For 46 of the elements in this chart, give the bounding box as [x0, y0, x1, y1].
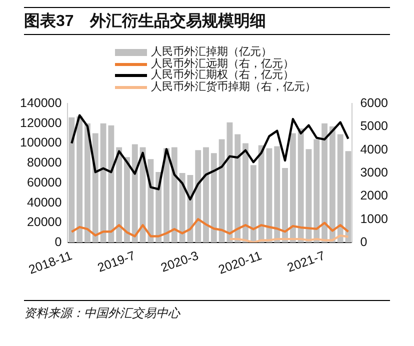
legend-label: 人民币外汇货币掉期（右，亿元）: [151, 80, 316, 93]
y2-tick-label: 3000: [360, 165, 388, 180]
bar: [298, 128, 304, 243]
bar: [234, 134, 241, 243]
bar: [250, 165, 256, 243]
y-tick-label: 20000: [26, 215, 62, 230]
text: 资料来源：中国外汇交易中心: [24, 300, 390, 322]
bar: [322, 123, 328, 243]
y2-tick-label: 4000: [360, 142, 388, 156]
bar: [132, 144, 138, 243]
legend-label: 人民币外汇期权（右，亿元）: [151, 69, 294, 81]
legend-label: 人民币外汇远期（右，亿元）: [151, 58, 294, 70]
bar: [290, 133, 296, 243]
y2-tick-label: 2000: [360, 188, 388, 203]
bar: [92, 133, 98, 243]
x-tick-label: 2021-7: [285, 248, 327, 275]
legend-label: 人民币外汇掉期（亿元）: [151, 46, 272, 58]
chart-title: 图表37 外汇衍生品交易规模明细: [24, 7, 390, 35]
y2-tick-label: 0: [360, 234, 368, 249]
bar: [314, 139, 320, 243]
y2-tick-label: 6000: [360, 96, 388, 110]
y-tick-label: 100000: [20, 136, 62, 150]
y-tick-label: 0: [54, 234, 62, 249]
y-tick-label: 60000: [26, 175, 62, 190]
bar: [337, 134, 344, 243]
bar: [116, 147, 122, 243]
bar: [76, 116, 83, 243]
bar: [274, 146, 280, 243]
bar: [203, 147, 209, 243]
y2-tick-label: 1000: [360, 212, 388, 226]
y-tick-label: 40000: [26, 195, 62, 210]
bar: [258, 145, 264, 243]
bar: [124, 157, 130, 243]
y-tick-label: 80000: [26, 156, 62, 170]
bar: [171, 147, 178, 243]
bar: [195, 150, 202, 243]
y-tick-label: 140000: [20, 96, 62, 110]
y-tick-label: 120000: [20, 116, 62, 130]
bar: [242, 143, 248, 243]
x-tick-label: 2019-7: [96, 248, 138, 275]
y2-tick-label: 5000: [360, 119, 388, 134]
x-tick-label: 2020-3: [158, 248, 200, 275]
bar: [210, 153, 217, 243]
bar: [329, 126, 336, 243]
bar: [108, 125, 114, 243]
bar: [282, 168, 288, 243]
